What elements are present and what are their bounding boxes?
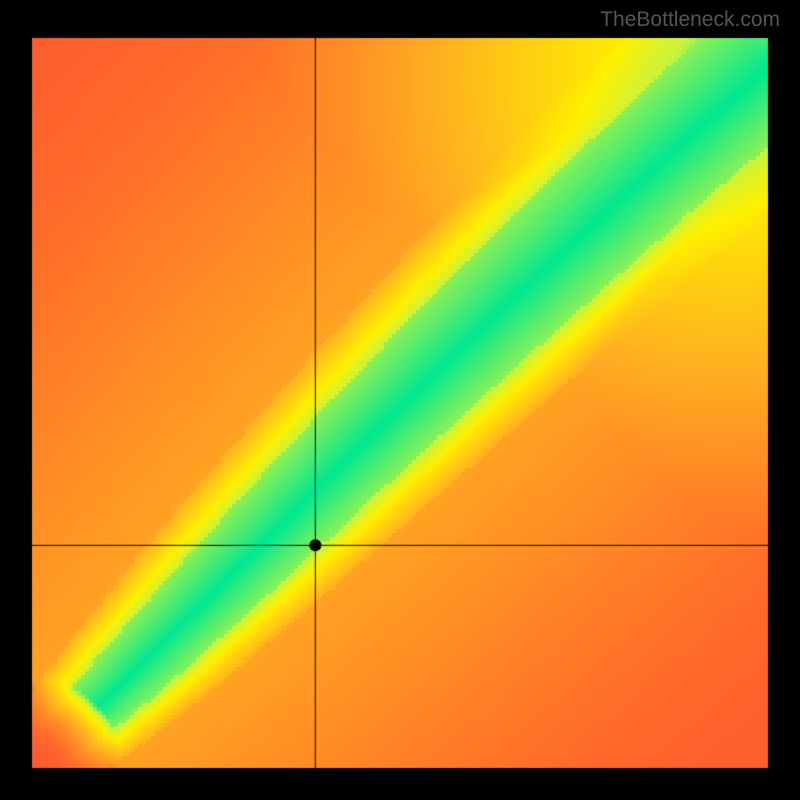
chart-container: TheBottleneck.com — [0, 0, 800, 800]
heatmap-canvas — [0, 0, 800, 800]
watermark-text: TheBottleneck.com — [600, 8, 780, 32]
